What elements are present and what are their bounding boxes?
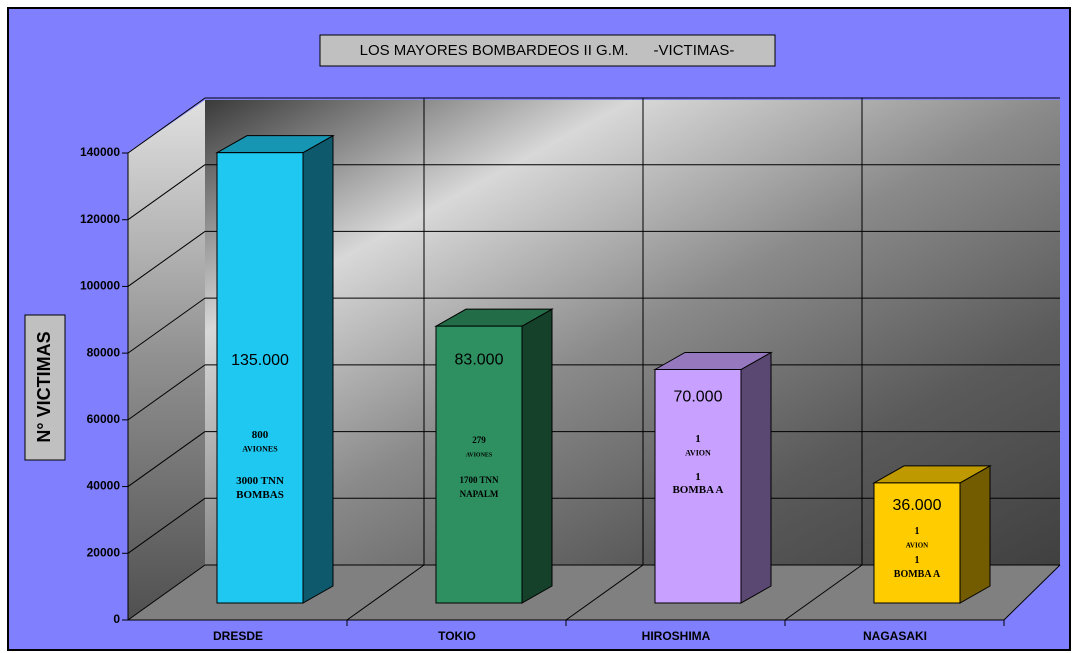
y-label-box — [24, 314, 66, 461]
bar — [216, 152, 304, 604]
y-tick-label: 140000 — [80, 145, 120, 159]
floor — [128, 565, 1060, 620]
bar-annotation: 800 — [252, 429, 269, 441]
y-tick-label: 40000 — [87, 479, 121, 493]
bar-side — [521, 308, 553, 604]
bar-side — [302, 134, 334, 604]
bar-annotation: 1 — [695, 471, 701, 483]
chart-title: LOS MAYORES BOMBARDEOS II G.M. -VICTIMAS… — [360, 42, 735, 59]
y-tick-label: 100000 — [80, 279, 120, 293]
y-tick-label: 0 — [113, 612, 120, 626]
bar-annotation: 1 — [695, 433, 701, 445]
grid-line — [127, 231, 206, 287]
bar-annotation: NAPALM — [460, 489, 499, 499]
y-tick-label: 120000 — [80, 212, 120, 226]
value-label: 36.000 — [893, 497, 942, 514]
floor-line — [346, 564, 425, 621]
bar-annotation: AVIONES — [242, 445, 278, 454]
x-tick-label: TOKIO — [438, 629, 476, 643]
floor-line — [784, 564, 863, 621]
bar-side — [959, 465, 991, 604]
grid-line — [127, 497, 206, 554]
bar-annotation: AVION — [685, 448, 711, 457]
grid-line — [127, 97, 206, 154]
grid-line — [127, 164, 206, 221]
bar-side — [740, 351, 772, 604]
value-label: 135.000 — [231, 352, 289, 369]
y-tick-label: 80000 — [87, 345, 121, 359]
bar-annotation: AVIONES — [466, 453, 493, 459]
bar-annotation: BOMBA A — [672, 484, 723, 496]
grid-line — [127, 431, 206, 487]
bar-annotation: 3000 TNN — [236, 475, 284, 487]
bar-annotation: AVION — [906, 542, 928, 550]
grid-line — [127, 297, 206, 354]
bar — [435, 325, 523, 604]
bar-annotation: BOMBAS — [236, 489, 284, 501]
bar-annotation: 279 — [472, 435, 486, 445]
side-wall — [128, 100, 205, 620]
value-label: 70.000 — [674, 389, 723, 406]
x-tick-label: HIROSHIMA — [642, 629, 711, 643]
title-box — [319, 34, 776, 67]
bar-annotation: BOMBA A — [894, 569, 941, 580]
y-axis-label: N° VICTIMAS — [34, 331, 54, 442]
bar — [873, 482, 961, 604]
x-tick-label: NAGASAKI — [863, 629, 927, 643]
y-tick-label: 60000 — [87, 412, 121, 426]
grid-line — [127, 364, 206, 421]
x-tick-label: DRESDE — [213, 629, 263, 643]
bar-annotation: 1700 TNN — [459, 475, 499, 485]
bar-annotation: 1 — [915, 555, 920, 566]
grid-line — [127, 564, 206, 621]
bar-annotation: 1 — [915, 526, 920, 537]
value-label: 83.000 — [455, 351, 504, 368]
plot: 0 20000 40000 60000 80000 100000 120000 140000 D… — [80, 97, 1061, 643]
bar — [654, 369, 742, 604]
floor-line — [565, 564, 644, 621]
y-tick-label: 20000 — [87, 545, 121, 559]
floor-line — [1003, 564, 1061, 621]
